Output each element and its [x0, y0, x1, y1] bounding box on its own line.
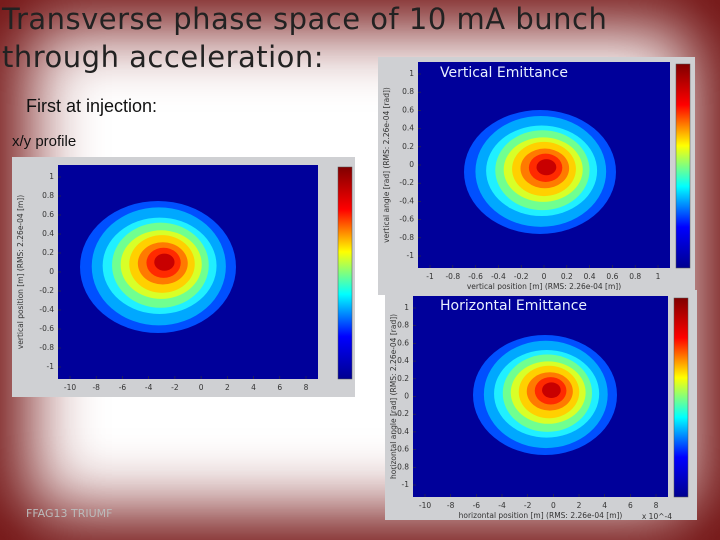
figure: -10 -8 -6 -4 -2 0 2 4 6 8 1 0.8 0.6 0.4 0.2 0 -0.2 -0.4 -0… [389, 296, 689, 520]
colorbar [675, 63, 691, 269]
figure-panel: -10 -8 -6 -4 -2 0 2 4 6 8 1 0.8 0.6 0.4 0.2 0 -0.2 -0.4 -0… [12, 157, 355, 397]
y-tick-label: 0.8 [402, 87, 414, 96]
y-tick-label: 0.8 [397, 321, 409, 330]
y-tick-label: -0.2 [399, 178, 414, 187]
y-tick-label: 0.4 [402, 124, 414, 133]
x-tick-label: -10 [64, 383, 76, 392]
y-tick-label: 0.8 [42, 191, 54, 200]
figure: -10 -8 -6 -4 -2 0 2 4 6 8 1 0.8 0.6 0.4 0.2 0 -0.2 -0.4 -0… [16, 165, 353, 392]
y-tick-label: 0 [409, 160, 414, 169]
y-axis-label: vertical angle [rad] (RMS: 2.26e-04 [rad… [382, 87, 391, 243]
x-tick-label: -0.6 [468, 272, 483, 281]
y-tick-label: 0.2 [402, 142, 414, 151]
x-tick-label: -6 [473, 501, 481, 510]
y-tick-label: -0.8 [39, 343, 54, 352]
x-tick-label: 0.4 [584, 272, 596, 281]
x-tick-label: 0.8 [629, 272, 641, 281]
title-line: through acceleration: [2, 40, 325, 74]
y-tick-label: -0.4 [399, 196, 414, 205]
panel-label: x/y profile [12, 133, 77, 150]
y-tick-label: 1 [49, 172, 54, 181]
y-tick-label: 0 [49, 267, 54, 276]
x-tick-label: -2 [171, 383, 179, 392]
y-axis-label: horizontal angle [rad] (RMS: 2.26e-04 [r… [389, 314, 398, 479]
y-axis-label: vertical position [m] (RMS: 2.26e-04 [m]… [16, 195, 25, 349]
x-tick-label: 4 [602, 501, 607, 510]
x-tick-label: 0 [551, 501, 556, 510]
y-tick-label: 0.6 [402, 105, 414, 114]
x-tick-label: 2 [577, 501, 582, 510]
y-tick-label: -1 [402, 480, 410, 489]
y-tick-label: 0 [404, 392, 409, 401]
x-tick-label: -4 [145, 383, 153, 392]
y-tick-label: -0.2 [39, 286, 54, 295]
y-tick-label: 1 [404, 303, 409, 312]
x-tick-label: 0 [542, 272, 547, 281]
y-tick-label: -1 [407, 251, 415, 260]
x-tick-label: 0.2 [561, 272, 573, 281]
x-tick-label: -0.4 [491, 272, 506, 281]
y-tick-label: -0.6 [39, 324, 54, 333]
x-tick-label: 8 [654, 501, 659, 510]
y-tick-label: 0.4 [397, 356, 409, 365]
x-tick-label: -6 [119, 383, 127, 392]
density-contour [536, 159, 557, 176]
density-contour [542, 382, 561, 398]
x-tick-label: 0.6 [606, 272, 618, 281]
y-tick-label: 0.6 [42, 210, 54, 219]
title-line: Transverse phase space of 10 mA bunch [2, 2, 608, 36]
x-tick-label: -1 [426, 272, 434, 281]
y-tick-label: 0.2 [42, 248, 54, 257]
subtitle: First at injection: [26, 96, 158, 116]
y-tick-label: -0.2 [394, 409, 409, 418]
y-tick-label: 0.2 [397, 374, 409, 383]
slide-title: Transverse phase space of 10 mA bunch th… [2, 0, 607, 76]
y-tick-label: 0.6 [397, 338, 409, 347]
x-tick-label: 1 [656, 272, 661, 281]
x-tick-label: -8 [447, 501, 455, 510]
figure: -1 -0.8 -0.6 -0.4 -0.2 0 0.2 0.4 0.6 0.8 1 1 0.8 0.6 0… [382, 62, 691, 291]
y-tick-label: -1 [47, 362, 55, 371]
y-tick-label: -0.6 [394, 445, 409, 454]
y-tick-label: 1 [409, 69, 414, 78]
x-axis-label: vertical position [m] (RMS: 2.26e-04 [m]… [467, 282, 621, 291]
x-axis-label: horizontal position [m] (RMS: 2.26e-04 [… [459, 511, 623, 520]
y-tick-label: -0.8 [394, 462, 409, 471]
y-tick-label: -0.4 [39, 305, 54, 314]
y-tick-label: -0.8 [399, 233, 414, 242]
x-tick-label: -0.8 [445, 272, 460, 281]
x-tick-label: 4 [251, 383, 256, 392]
figure-panel: -1 -0.8 -0.6 -0.4 -0.2 0 0.2 0.4 0.6 0.8 1 1 0.8 0.6 0… [378, 57, 695, 295]
figure-panel: -10 -8 -6 -4 -2 0 2 4 6 8 1 0.8 0.6 0.4 0.2 0 -0.2 -0.4 -0… [385, 290, 697, 520]
density-contour [154, 253, 175, 271]
footer: FFAG13 TRIUMF [26, 507, 113, 520]
panel-label: Horizontal Emittance [440, 298, 588, 314]
x-tick-label: 6 [628, 501, 633, 510]
x-tick-label: -8 [92, 383, 100, 392]
x-tick-label: 6 [277, 383, 282, 392]
x-tick-label: -10 [419, 501, 431, 510]
x-tick-label: 0 [199, 383, 204, 392]
y-tick-label: -0.4 [394, 427, 409, 436]
x-tick-label: 2 [225, 383, 230, 392]
x-tick-label: -4 [498, 501, 506, 510]
colorbar [337, 166, 353, 380]
y-tick-label: -0.6 [399, 215, 414, 224]
x-tick-label: -0.2 [514, 272, 529, 281]
colorbar [673, 297, 689, 498]
x-tick-label: 8 [304, 383, 309, 392]
x-axis-exponent: x 10^-4 [642, 512, 672, 520]
panel-label: Vertical Emittance [440, 65, 568, 81]
y-tick-label: 0.4 [42, 229, 54, 238]
x-tick-label: -2 [524, 501, 532, 510]
